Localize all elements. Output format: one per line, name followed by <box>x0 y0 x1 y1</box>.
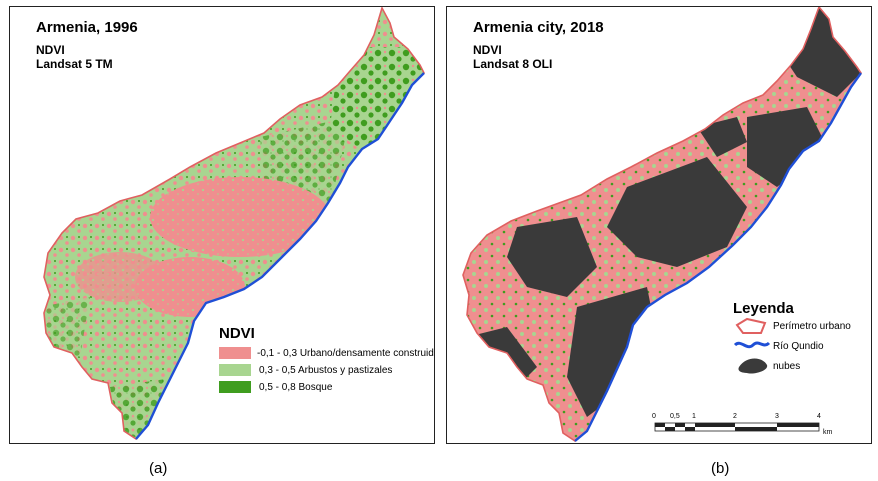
legend-range: -0,1 - 0,3 <box>257 348 298 359</box>
map-title: Armenia city, 2018 <box>473 19 604 36</box>
legend-item-urban: -0,1 - 0,3 Urbano/densamente construido <box>257 348 435 359</box>
scale-tick-4: 4 <box>817 413 821 420</box>
legend-item-river: Río Qundio <box>773 341 824 352</box>
legend-title: NDVI <box>219 325 255 342</box>
scale-tick-3: 3 <box>775 413 779 420</box>
map-sensor: Landsat 5 TM <box>36 57 113 71</box>
map-panel-2018: Armenia city, 2018 NDVI Landsat 8 OLI Le… <box>446 6 872 444</box>
clouds-icon <box>738 358 768 374</box>
scale-tick-0: 0 <box>652 413 656 420</box>
caption-a: (a) <box>149 460 168 477</box>
ndvi-map-2018 <box>462 7 862 442</box>
legend-item-perimeter: Perímetro urbano <box>773 321 851 332</box>
river-quindio-2018 <box>574 72 862 442</box>
map-sensor: Landsat 8 OLI <box>473 57 553 71</box>
map-title: Armenia, 1996 <box>36 19 138 36</box>
legend-item-clouds: nubes <box>773 361 801 372</box>
map-index: NDVI <box>36 43 65 57</box>
map-index: NDVI <box>473 43 502 57</box>
legend-swatch-shrub <box>219 364 251 376</box>
ndvi-map-1996 <box>43 7 425 441</box>
legend-range: 0,3 - 0,5 <box>259 365 296 376</box>
legend-swatch-urban <box>219 347 251 359</box>
legend-item-shrub: 0,3 - 0,5 Arbustos y pastizales <box>259 365 392 376</box>
river-quindio-1996 <box>135 72 425 440</box>
map-header-1996: Armenia, 1996 NDVI Landsat 5 TM <box>36 19 138 71</box>
river-icon <box>733 341 771 349</box>
legend-label: Urbano/densamente construido <box>299 348 435 359</box>
legend-item-forest: 0,5 - 0,8 Bosque <box>259 382 332 393</box>
scale-unit: km <box>823 429 833 436</box>
caption-b: (b) <box>711 460 730 477</box>
scale-bar <box>654 422 820 432</box>
map-header-2018: Armenia city, 2018 NDVI Landsat 8 OLI <box>473 19 604 71</box>
legend-swatch-forest <box>219 381 251 393</box>
scale-tick-1: 1 <box>692 413 696 420</box>
urban-perimeter-icon <box>735 317 767 334</box>
legend-label: Bosque <box>298 382 333 393</box>
legend-label: Arbustos y pastizales <box>297 365 393 376</box>
legend-title: Leyenda <box>733 300 794 317</box>
legend-range: 0,5 - 0,8 <box>259 382 296 393</box>
scale-tick-2: 2 <box>733 413 737 420</box>
scale-tick-0-5: 0,5 <box>670 413 680 420</box>
map-panel-1996: Armenia, 1996 NDVI Landsat 5 TM NDVI -0,… <box>9 6 435 444</box>
